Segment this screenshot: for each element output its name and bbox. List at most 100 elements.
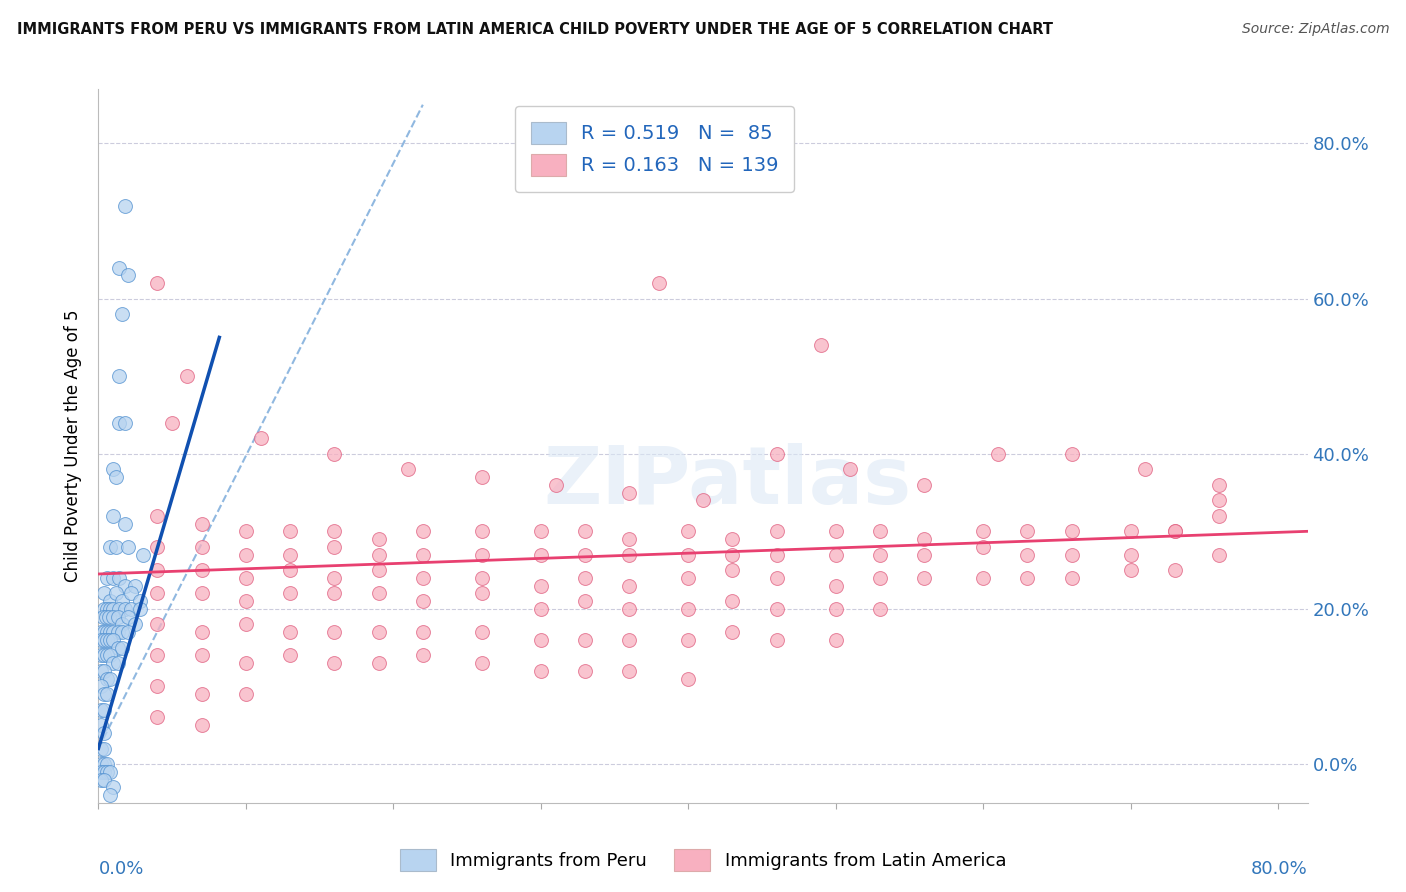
Point [619,532,641,546]
Point [323,586,346,600]
Point [235,571,257,585]
Point [146,563,169,577]
Point [93,703,115,717]
Point [96,672,118,686]
Point [972,540,994,554]
Point [90,718,112,732]
Point [124,579,146,593]
Point [678,602,700,616]
Point [117,625,139,640]
Text: 80.0%: 80.0% [1251,860,1308,878]
Point [912,477,935,491]
Point [120,602,142,616]
Point [128,602,150,616]
Point [574,571,596,585]
Point [190,648,212,663]
Point [190,516,212,531]
Point [235,524,257,539]
Point [96,648,118,663]
Point [111,640,134,655]
Point [323,540,346,554]
Point [111,617,134,632]
Point [278,524,301,539]
Point [190,625,212,640]
Point [824,524,846,539]
Point [96,764,118,779]
Point [114,198,136,212]
Point [114,416,136,430]
Point [721,532,744,546]
Point [93,726,115,740]
Point [1017,548,1039,562]
Point [93,764,115,779]
Point [1208,493,1230,508]
Point [90,772,112,787]
Point [190,718,212,732]
Point [619,664,641,678]
Point [824,548,846,562]
Point [90,757,112,772]
Point [574,524,596,539]
Point [93,772,115,787]
Point [471,571,494,585]
Point [912,532,935,546]
Point [146,586,169,600]
Point [93,648,115,663]
Point [471,656,494,670]
Point [721,594,744,608]
Point [721,548,744,562]
Point [678,524,700,539]
Point [146,710,169,724]
Point [91,609,114,624]
Point [101,632,124,647]
Point [111,594,134,608]
Point [367,656,389,670]
Point [108,260,131,275]
Point [90,648,112,663]
Point [93,664,115,678]
Point [972,524,994,539]
Point [108,416,131,430]
Point [93,586,115,600]
Point [412,625,434,640]
Point [1164,563,1187,577]
Point [96,625,118,640]
Point [1119,524,1142,539]
Point [94,609,117,624]
Point [146,680,169,694]
Point [619,548,641,562]
Point [93,741,115,756]
Point [721,625,744,640]
Point [111,307,134,321]
Point [765,548,787,562]
Point [323,447,346,461]
Point [108,369,131,384]
Point [101,656,124,670]
Text: ZIPatlas: ZIPatlas [543,442,911,521]
Point [124,617,146,632]
Point [323,625,346,640]
Point [619,485,641,500]
Point [114,579,136,593]
Point [101,609,124,624]
Point [765,632,787,647]
Point [117,540,139,554]
Point [824,602,846,616]
Point [824,579,846,593]
Point [98,540,121,554]
Point [1017,524,1039,539]
Point [90,764,112,779]
Point [107,656,129,670]
Point [90,703,112,717]
Point [107,609,129,624]
Point [367,625,389,640]
Point [90,741,112,756]
Point [678,632,700,647]
Point [396,462,419,476]
Point [120,586,142,600]
Point [1060,524,1083,539]
Point [367,586,389,600]
Point [412,571,434,585]
Point [235,687,257,701]
Point [1135,462,1157,476]
